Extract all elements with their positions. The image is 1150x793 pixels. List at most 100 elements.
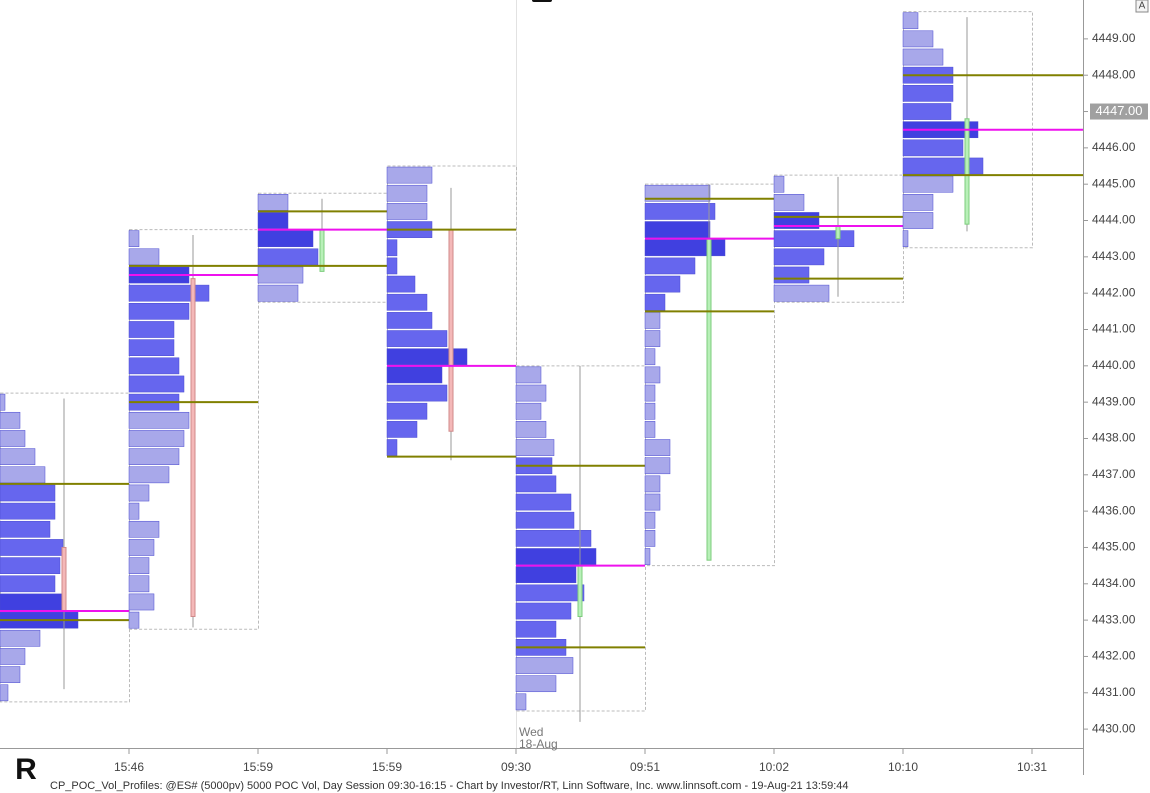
- candle-body: [61, 546, 67, 612]
- x-tick-label: 10:10: [888, 760, 918, 774]
- volume-bar: [515, 530, 592, 547]
- volume-bar: [0, 648, 26, 665]
- volume-bar: [644, 184, 711, 202]
- volume-bar: [515, 511, 575, 529]
- volume-bar: [128, 284, 210, 302]
- candle-body: [448, 229, 454, 432]
- volume-bar: [644, 530, 656, 547]
- y-tick-label: 4436.00: [1092, 503, 1136, 517]
- volume-bar: [515, 566, 577, 584]
- volume-bar: [902, 48, 944, 66]
- volume-bar: [386, 330, 448, 347]
- volume-bar: [902, 212, 934, 229]
- volume-bar: [128, 230, 140, 248]
- day-label: Wed: [519, 725, 543, 739]
- profile-box: [129, 229, 259, 630]
- volume-bar: [128, 448, 180, 465]
- y-tick-label: 4442.00: [1092, 285, 1136, 299]
- y-tick-label: 4434.00: [1092, 576, 1136, 590]
- volume-bar: [0, 430, 26, 447]
- volume-bar: [515, 439, 555, 456]
- volume-bar: [0, 393, 6, 411]
- y-tick-label: 4448.00: [1092, 67, 1136, 81]
- volume-bar: [644, 439, 671, 456]
- x-tick-label: 15:59: [243, 760, 273, 774]
- volume-bar: [644, 421, 656, 438]
- volume-bar: [128, 611, 140, 629]
- volume-bar: [902, 175, 954, 193]
- y-tick-label: 4439.00: [1092, 394, 1136, 408]
- x-tick-label: 15:59: [372, 760, 402, 774]
- volume-bar: [128, 321, 175, 338]
- volume-bar: [644, 221, 711, 238]
- volume-bar: [128, 248, 160, 266]
- volume-bar: [386, 203, 428, 220]
- volume-bar: [902, 230, 909, 248]
- logo: R: [15, 753, 37, 786]
- scale-button-label[interactable]: A: [1139, 1, 1146, 12]
- volume-bar: [644, 257, 696, 275]
- volume-bar: [644, 475, 661, 493]
- volume-bar: [644, 366, 661, 384]
- volume-bar: [0, 466, 46, 484]
- volume-bar: [515, 584, 585, 602]
- volume-bar: [644, 402, 656, 420]
- volume-bar: [128, 502, 140, 520]
- volume-bar: [515, 493, 572, 511]
- volume-bar: [515, 548, 597, 565]
- volume-bar: [128, 339, 175, 356]
- volume-bar: [128, 539, 155, 556]
- volume-bar: [902, 157, 984, 175]
- volume-bar: [515, 693, 527, 711]
- volume-bar: [128, 593, 155, 611]
- volume-bar: [257, 266, 304, 284]
- volume-bar: [386, 366, 443, 384]
- scale-button[interactable]: [1135, 0, 1149, 13]
- volume-bar: [515, 384, 547, 402]
- volume-bar: [386, 421, 418, 438]
- volume-bar: [773, 248, 825, 266]
- volume-bar: [515, 366, 542, 384]
- y-tick-label: 4437.00: [1092, 467, 1136, 481]
- y-tick-label: 4432.00: [1092, 649, 1136, 663]
- candle-body: [835, 225, 841, 240]
- volume-bar: [644, 548, 651, 565]
- volume-bar: [902, 194, 934, 211]
- volume-bar: [902, 139, 964, 157]
- x-tick-label: 09:30: [501, 760, 531, 774]
- x-tick-label: 15:46: [114, 760, 144, 774]
- volume-bar: [257, 284, 299, 302]
- volume-bar: [386, 312, 433, 329]
- volume-bar: [515, 657, 574, 674]
- volume-bar: [386, 166, 433, 184]
- volume-bar: [128, 411, 190, 429]
- y-tick-label: 4445.00: [1092, 176, 1136, 190]
- volume-bar: [515, 402, 542, 420]
- volume-bar: [515, 602, 572, 620]
- volume-bar: [0, 666, 21, 683]
- volume-bar: [644, 493, 661, 511]
- candle-body: [706, 238, 712, 561]
- volume-bar: [128, 375, 185, 393]
- volume-bar: [386, 257, 398, 275]
- y-tick-label: 4449.00: [1092, 31, 1136, 45]
- profile-box: [258, 192, 388, 303]
- volume-bar: [773, 230, 855, 248]
- volume-bar: [902, 30, 934, 48]
- volume-bar: [257, 230, 314, 248]
- x-tick-label: 10:02: [759, 760, 789, 774]
- last-price-label: 4447.00: [1096, 103, 1143, 118]
- volume-bar: [386, 184, 428, 202]
- top-tab: [532, 0, 552, 2]
- logo-letter: R: [15, 753, 37, 786]
- volume-bar: [386, 402, 428, 420]
- y-tick-label: 4438.00: [1092, 431, 1136, 445]
- volume-bar: [902, 85, 954, 102]
- volume-bar: [773, 266, 810, 284]
- volume-bar: [128, 303, 190, 320]
- y-tick-label: 4430.00: [1092, 721, 1136, 735]
- volume-bar: [257, 212, 289, 229]
- volume-bar: [0, 557, 61, 574]
- volume-bar: [386, 239, 398, 257]
- volume-bar: [0, 575, 56, 593]
